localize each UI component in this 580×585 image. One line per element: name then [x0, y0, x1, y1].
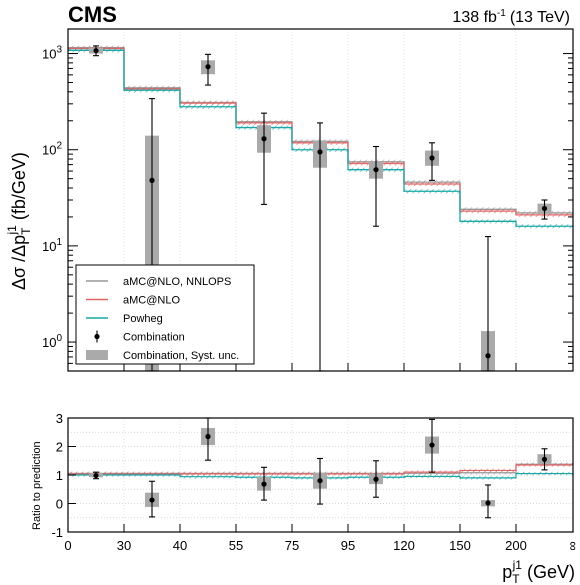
- main-ytick-label-1: 102: [42, 141, 62, 158]
- ratio-data-point-0: [93, 472, 99, 479]
- legend-label-4: Combination, Syst. unc.: [123, 350, 239, 362]
- main-ytick-label-0: 103: [42, 45, 62, 62]
- ratio-measurements: [89, 417, 552, 519]
- ratio-series-2: [68, 472, 573, 479]
- x-axis-title: pTj1 (GeV): [502, 558, 575, 585]
- x-tick-label-8: 200: [505, 538, 527, 553]
- ratio-data-point-3: [261, 481, 267, 487]
- ratio-data-point-2: [205, 433, 211, 440]
- main-data-point-0: [93, 48, 99, 54]
- legend-label-0: aMC@NLO, NNLOPS: [123, 276, 231, 288]
- ratio-data-point-5: [373, 476, 379, 482]
- main-data-point-3: [261, 136, 267, 142]
- ratio-data-point-7: [485, 500, 491, 506]
- x-tick-label-5: 95: [341, 538, 355, 553]
- legend-label-3: Combination: [123, 332, 185, 344]
- main-ytick-label-base-3: 10: [42, 335, 56, 350]
- ratio-data-point-1: [149, 497, 155, 503]
- main-data-point-7: [485, 353, 491, 359]
- main-data-point-1: [149, 177, 155, 183]
- ratio-data-point-8: [541, 456, 548, 462]
- ratio-y-axis-title: Ratio to prediction: [31, 441, 43, 530]
- main-ytick-label-base-2: 10: [42, 239, 56, 254]
- main-data-point-2: [205, 64, 211, 70]
- main-ytick-label-base-0: 10: [42, 47, 56, 62]
- ratio-data-point-4: [317, 478, 323, 484]
- ratio-x-axis-ticks: 0 30 40 55 75 95 120 150 200 ∞: [64, 524, 580, 553]
- main-ytick-label-exp-0: 3: [56, 45, 62, 56]
- main-ytick-label-2: 101: [42, 237, 62, 254]
- ratio-ytick-label-1: 0: [56, 497, 63, 512]
- ratio-ytick-label-4: 3: [56, 411, 63, 426]
- main-ytick-label-exp-2: 1: [56, 237, 62, 248]
- ratio-ytick-label-2: 1: [56, 468, 63, 483]
- experiment-label: CMS: [68, 2, 117, 27]
- x-tick-label-7: 150: [449, 538, 471, 553]
- main-y-axis-title: Δσ /ΔpTj1 (fb/GeV): [5, 152, 33, 290]
- ratio-ytick-label-3: 2: [56, 440, 63, 455]
- x-tick-label-1: 30: [117, 538, 131, 553]
- main-ytick-label-exp-3: 0: [56, 333, 62, 344]
- luminosity-label: 138 fb-1 (13 TeV): [452, 8, 570, 26]
- x-tick-label-9: ∞: [566, 541, 580, 550]
- x-tick-label-3: 55: [229, 538, 243, 553]
- main-data-point-5: [373, 167, 379, 173]
- main-data-point-4: [317, 149, 323, 155]
- x-tick-label-0: 0: [64, 538, 71, 553]
- main-data-point-8: [541, 205, 548, 212]
- legend-label-1: aMC@NLO: [123, 295, 180, 307]
- ratio-data-point-6: [429, 442, 435, 448]
- main-ytick-label-base-1: 10: [42, 143, 56, 158]
- legend-label-2: Powheg: [123, 313, 163, 325]
- x-tick-label-4: 75: [285, 538, 299, 553]
- legend-box-swatch-4: [86, 350, 108, 360]
- main-ytick-label-3: 100: [42, 333, 62, 350]
- legend: aMC@NLO, NNLOPS aMC@NLO Powheg Combination C…: [75, 264, 255, 365]
- x-tick-label-6: 120: [393, 538, 415, 553]
- main-data-point-6: [429, 155, 435, 161]
- legend-point-3: [94, 333, 100, 340]
- ratio-y-axis-ticks: -1 0 1 2 3: [51, 411, 76, 540]
- ratio-ytick-label-0: -1: [51, 525, 63, 540]
- x-tick-label-2: 40: [173, 538, 187, 553]
- main-ytick-label-exp-1: 2: [56, 141, 62, 152]
